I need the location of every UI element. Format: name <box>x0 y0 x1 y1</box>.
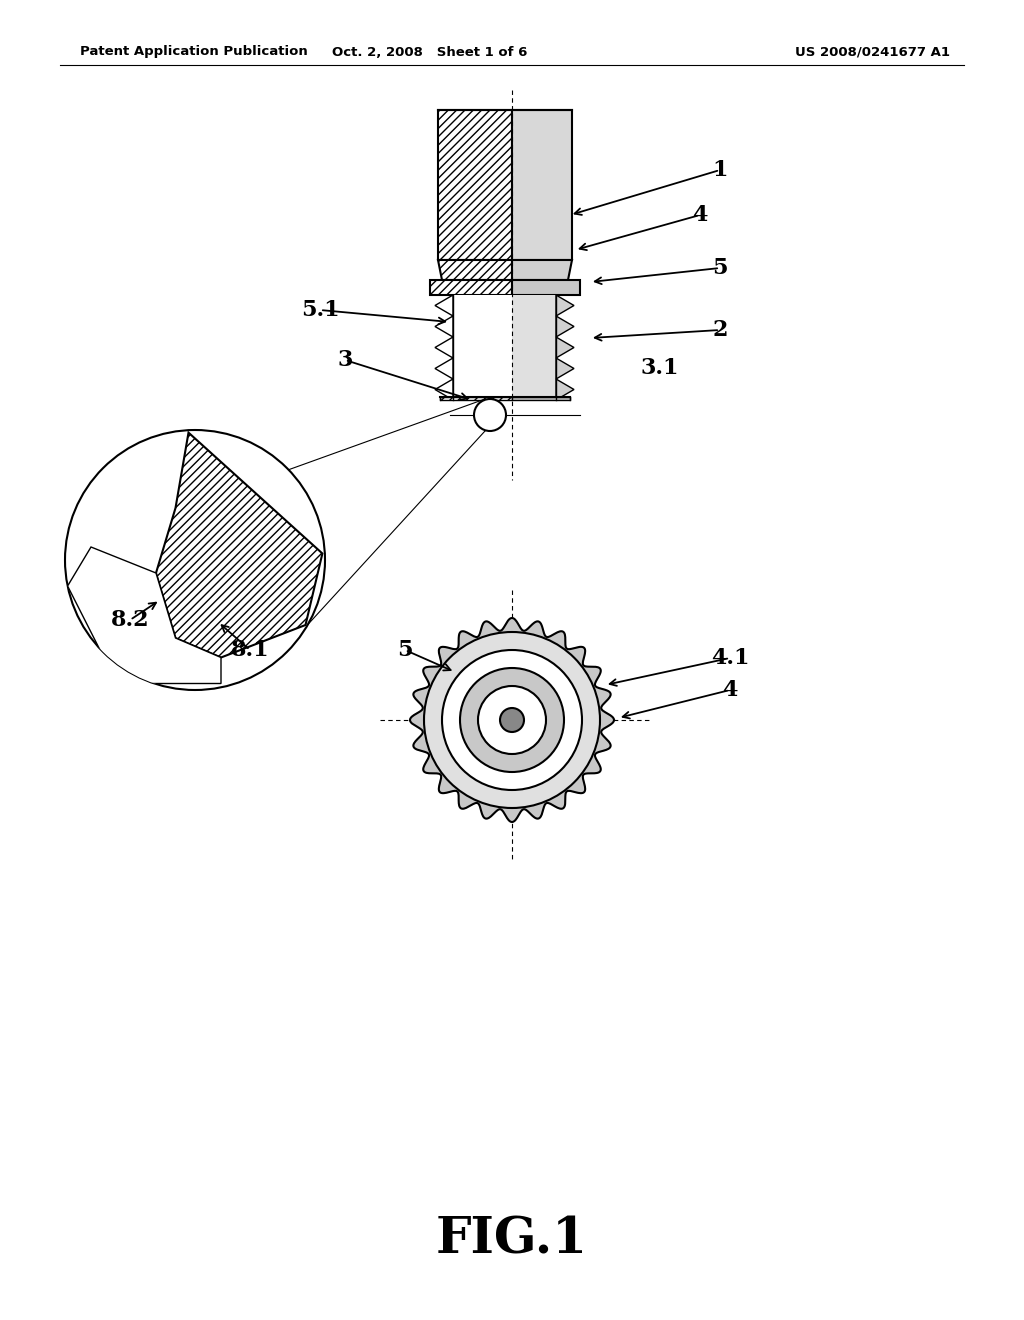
Polygon shape <box>438 260 512 280</box>
Polygon shape <box>556 379 574 400</box>
Text: 8.2: 8.2 <box>111 609 150 631</box>
Polygon shape <box>556 294 574 315</box>
Circle shape <box>478 686 546 754</box>
Polygon shape <box>512 260 572 280</box>
Text: 1: 1 <box>713 158 728 181</box>
Bar <box>512 110 572 260</box>
Text: Oct. 2, 2008   Sheet 1 of 6: Oct. 2, 2008 Sheet 1 of 6 <box>333 45 527 58</box>
Text: FIG.1: FIG.1 <box>436 1216 588 1265</box>
Polygon shape <box>556 358 574 379</box>
Polygon shape <box>410 618 614 822</box>
Text: 8.1: 8.1 <box>230 639 269 661</box>
Bar <box>512 294 556 400</box>
Text: Patent Application Publication: Patent Application Publication <box>80 45 308 58</box>
Text: 2: 2 <box>713 319 728 341</box>
Bar <box>453 294 512 400</box>
Polygon shape <box>556 315 574 337</box>
Bar <box>512 280 580 294</box>
Polygon shape <box>156 433 323 657</box>
Bar <box>438 110 512 260</box>
Polygon shape <box>435 379 453 400</box>
Circle shape <box>65 430 325 690</box>
Polygon shape <box>435 358 453 379</box>
Text: 4.1: 4.1 <box>711 647 750 669</box>
Polygon shape <box>68 546 221 684</box>
Text: 4: 4 <box>722 678 737 701</box>
Text: 5: 5 <box>397 639 413 661</box>
Polygon shape <box>435 337 453 358</box>
Text: 3: 3 <box>337 348 352 371</box>
Text: 4: 4 <box>692 205 708 226</box>
Text: 3.1: 3.1 <box>641 356 679 379</box>
Text: US 2008/0241677 A1: US 2008/0241677 A1 <box>795 45 950 58</box>
Circle shape <box>442 649 582 789</box>
Text: 5.1: 5.1 <box>301 300 339 321</box>
Circle shape <box>500 708 524 733</box>
Circle shape <box>424 632 600 808</box>
Polygon shape <box>435 294 453 315</box>
Polygon shape <box>556 337 574 358</box>
Bar <box>512 397 570 400</box>
Circle shape <box>474 399 506 432</box>
Text: 5: 5 <box>713 257 728 279</box>
Circle shape <box>460 668 564 772</box>
Bar <box>430 280 512 294</box>
Bar <box>440 397 512 400</box>
Polygon shape <box>435 315 453 337</box>
